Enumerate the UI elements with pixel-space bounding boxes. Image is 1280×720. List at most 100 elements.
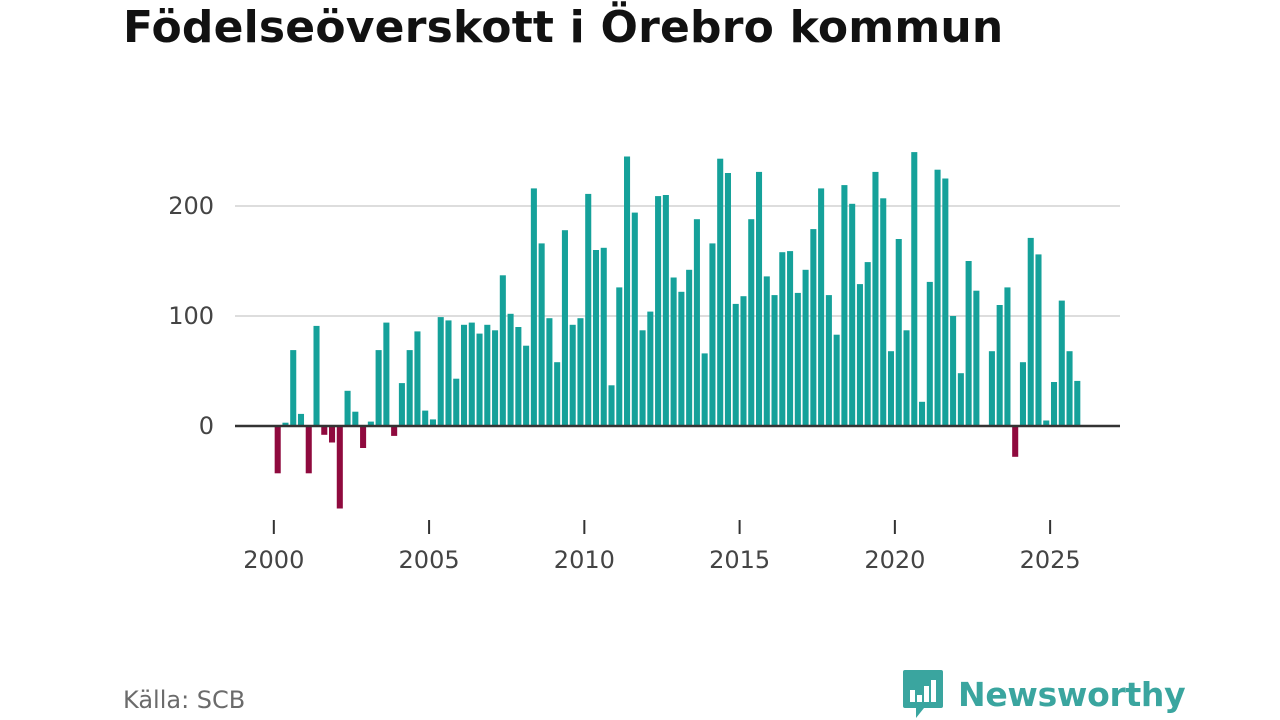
bar-89: [965, 261, 972, 426]
brand-logo[interactable]: Newsworthy: [902, 668, 1186, 720]
x-axis: 2000 2005 2010 2015 2020 2025: [243, 520, 1081, 574]
chart-title: Födelseöverskott i Örebro kommun: [123, 2, 1004, 53]
bar-78: [880, 198, 887, 426]
bar-72: [833, 334, 840, 426]
source-note: Källa: SCB: [123, 686, 246, 714]
x-tick-label-2000: 2000: [243, 546, 304, 574]
bar-38: [569, 324, 576, 426]
bar-55: [701, 353, 708, 426]
bar-44: [616, 287, 623, 426]
bar-59: [732, 303, 739, 426]
bar-12: [367, 421, 374, 426]
bar-54: [693, 219, 700, 426]
bar-25: [468, 322, 475, 426]
bar-88: [957, 373, 964, 426]
bar-101: [1058, 300, 1065, 426]
bar-40: [585, 193, 592, 426]
bar-102: [1066, 351, 1073, 426]
bar-60: [740, 296, 747, 426]
bar-3: [297, 413, 305, 426]
bar-17: [406, 350, 413, 426]
bar-83: [919, 401, 926, 426]
bar-32: [523, 345, 530, 426]
bar-82: [911, 152, 918, 426]
bar-79: [887, 351, 895, 426]
bar-96: [1019, 362, 1026, 426]
bar-50: [662, 195, 669, 426]
bar-64: [771, 295, 778, 426]
bar-70: [818, 188, 825, 426]
bar-53: [686, 269, 693, 426]
bar-46: [631, 212, 638, 426]
bar-35: [546, 318, 553, 426]
bar-36: [554, 362, 561, 426]
bar-chart: 2000 2005 2010 2015 2020 2025 0 100 200: [168, 152, 1120, 574]
y-axis: 0 100 200: [168, 192, 214, 440]
bar-42: [600, 247, 607, 426]
newsworthy-bar-chart-bubble-icon: [903, 670, 943, 718]
bar-5: [313, 325, 320, 426]
x-tick-label-2025: 2025: [1020, 546, 1081, 574]
bar-26: [476, 333, 483, 426]
bar-85: [934, 169, 941, 426]
bar-43: [608, 385, 615, 426]
bar-8: [336, 426, 343, 509]
bar-66: [787, 251, 794, 426]
brand-name: Newsworthy: [958, 674, 1186, 714]
bar-11: [360, 426, 367, 448]
bar-87: [950, 316, 957, 426]
bar-37: [561, 230, 568, 426]
bar-28: [492, 330, 499, 426]
bar-61: [748, 219, 755, 426]
bar-2: [290, 350, 297, 426]
bar-97: [1027, 237, 1034, 426]
bar-63: [763, 276, 770, 426]
bar-33: [530, 188, 537, 426]
bar-100: [1050, 382, 1058, 426]
bar-84: [926, 281, 933, 426]
bar-68: [802, 269, 809, 426]
bars: [274, 152, 1081, 509]
bar-71: [825, 295, 832, 426]
bar-86: [942, 178, 949, 426]
bar-18: [414, 331, 421, 426]
bar-20: [429, 419, 436, 426]
bar-62: [755, 171, 763, 426]
bar-27: [484, 324, 491, 426]
bar-13: [375, 350, 382, 426]
bar-99: [1043, 420, 1050, 426]
bar-22: [445, 320, 452, 426]
bar-76: [864, 262, 871, 426]
bar-29: [499, 275, 506, 426]
bar-52: [678, 291, 685, 426]
bar-39: [577, 318, 584, 426]
y-tick-label-100: 100: [168, 302, 214, 330]
bar-45: [624, 156, 631, 426]
x-tick-label-2005: 2005: [399, 546, 460, 574]
bar-74: [849, 203, 856, 426]
y-tick-label-0: 0: [199, 412, 214, 440]
y-tick-label-200: 200: [168, 192, 214, 220]
bar-41: [592, 250, 600, 426]
bar-95: [1012, 426, 1019, 457]
bar-92: [988, 351, 995, 426]
bar-23: [453, 378, 460, 426]
bar-10: [352, 411, 359, 426]
grid-lines: [235, 205, 1120, 317]
bar-73: [841, 185, 848, 426]
bar-9: [344, 390, 351, 426]
bar-16: [398, 383, 405, 426]
bar-65: [779, 252, 786, 426]
bar-19: [422, 410, 429, 426]
bar-80: [895, 239, 902, 426]
bar-0: [274, 426, 281, 474]
bar-21: [437, 317, 444, 426]
bar-56: [709, 243, 716, 426]
bar-69: [810, 229, 817, 426]
bar-93: [996, 305, 1003, 426]
bar-49: [655, 196, 662, 426]
bar-34: [538, 243, 545, 426]
bar-1: [282, 422, 289, 426]
bar-98: [1035, 254, 1042, 426]
bar-75: [856, 284, 863, 426]
